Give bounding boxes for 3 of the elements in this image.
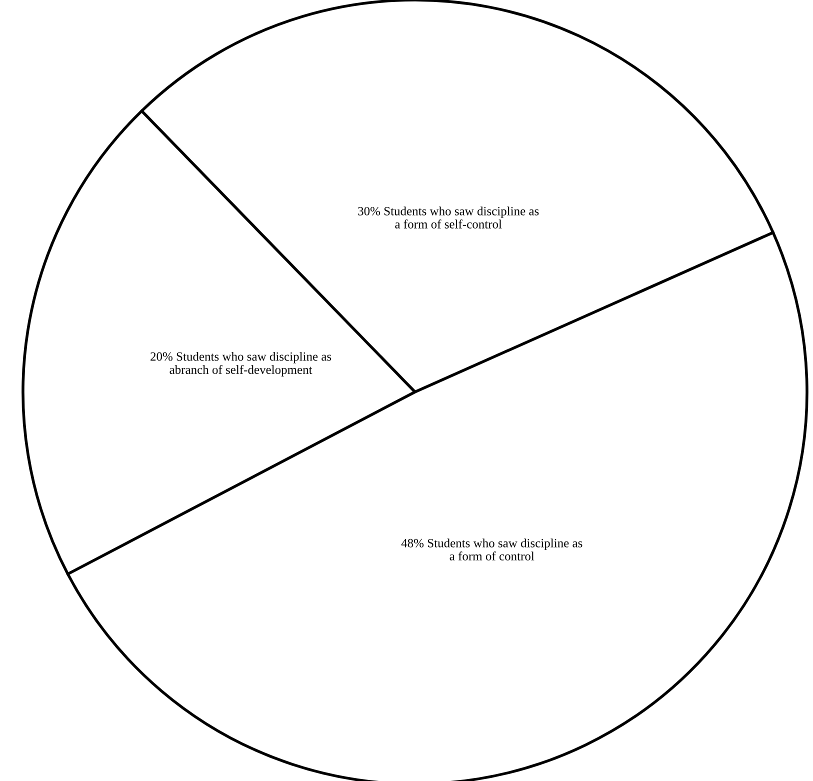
slice-label: 30% Students who saw discipline as a form of self-control bbox=[358, 206, 539, 228]
slice-label: 20% Students who saw discipline as abranch of self-development bbox=[150, 352, 332, 376]
slice-label: 48% Students who saw discipline as a form of control bbox=[401, 538, 582, 560]
